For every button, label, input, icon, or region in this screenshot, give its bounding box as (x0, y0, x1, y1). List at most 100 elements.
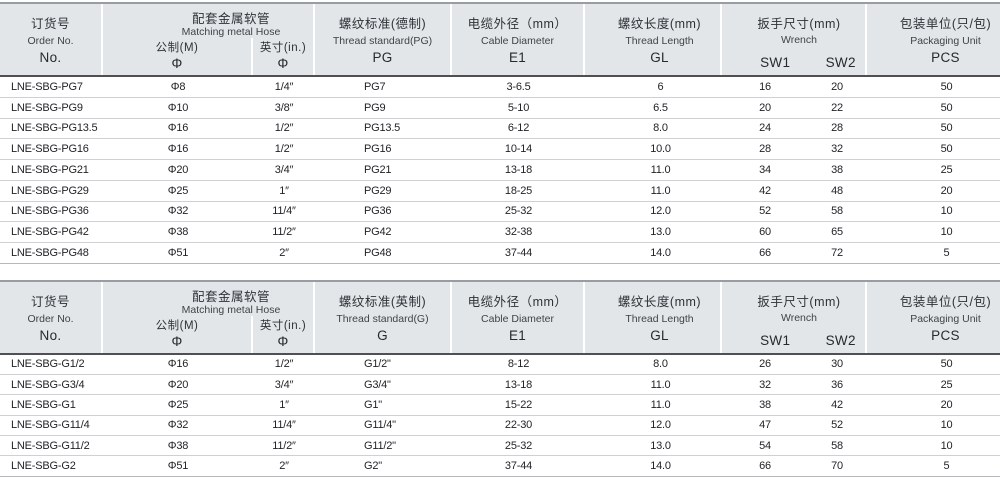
table-cell: 5-10 (507, 101, 530, 114)
table-cell: 10 (940, 439, 953, 452)
table-cell: 6-12 (507, 122, 530, 135)
table-cell: 25 (940, 163, 953, 176)
header-order-zh: 订货号 (30, 294, 70, 309)
table-cell: LNE-SBG-G3/4 (11, 378, 85, 391)
header-thread-en: Thread standard(G) (336, 312, 429, 325)
table-cell: LNE-SBG-PG16 (11, 143, 89, 156)
table-cell: Φ20 (167, 163, 189, 176)
header-cable-zh: 电缆外径（mm） (467, 294, 568, 309)
header-wrench-zh: 扳手尺寸(mm) (757, 294, 841, 309)
header-hose-en: Matching metal Hose (181, 26, 281, 38)
header-hose-metric: 公制(M) Φ (103, 315, 253, 353)
header-hose-group: 配套金属软管 Matching metal Hose 公制(M) Φ 英寸(in… (103, 4, 315, 75)
table-cell: 14.0 (650, 459, 671, 472)
table-cell: 6.5 (653, 101, 668, 114)
table-cell: Φ20 (167, 378, 189, 391)
header-length-zh: 螺纹长度(mm) (617, 17, 702, 31)
pg-table-header: 订货号 Order No. No. 配套金属软管 Matching metal … (0, 2, 1000, 77)
table-cell: PG13.5 (364, 122, 401, 135)
table-cell: 10.0 (650, 143, 671, 156)
table-cell: 10 (940, 419, 953, 432)
table-row: LNE-SBG-PG21 Φ20 3/4″ PG21 13-18 11.0 34 38 25 (0, 160, 1000, 181)
table-cell: Φ25 (167, 184, 189, 197)
table-cell: LNE-SBG-G1/2 (11, 358, 85, 371)
table-cell: LNE-SBG-PG48 (11, 246, 89, 259)
table-cell: 22 (831, 101, 843, 114)
header-hose-inch: 英寸(in.) Φ (253, 316, 313, 353)
table-cell: 11/4″ (272, 205, 296, 218)
table-cell: 5 (943, 459, 950, 472)
header-hose-inch-code: Φ (277, 333, 289, 349)
table-cell: 50 (940, 80, 953, 93)
header-length-en: Thread Length (625, 312, 694, 325)
table-cell: 52 (759, 205, 771, 218)
header-length-code: GL (650, 50, 669, 65)
table-cell: 52 (831, 419, 843, 432)
header-wrench-sw1: SW1 (760, 332, 791, 348)
header-wrench-en: Wrench (781, 311, 817, 324)
header-cable-en: Cable Diameter (481, 312, 554, 325)
header-thread-standard: 螺纹标准(德制) Thread standard(PG) PG (315, 4, 452, 75)
table-cell: LNE-SBG-PG7 (11, 80, 83, 93)
header-hose-inch-zh: 英寸(in.) (259, 42, 307, 54)
table-row: LNE-SBG-PG29 Φ25 1″ PG29 18-25 11.0 42 48 20 (0, 181, 1000, 202)
table-cell: PG29 (364, 184, 392, 197)
table-cell: PG48 (364, 246, 392, 259)
table-cell: Φ16 (167, 358, 189, 371)
table-row: LNE-SBG-PG7 Φ8 1/4″ PG7 3-6.5 6 16 20 50 (0, 77, 1000, 98)
table-cell: LNE-SBG-PG13.5 (11, 122, 98, 135)
header-order-code: No. (39, 50, 62, 65)
table-cell: 24 (759, 122, 771, 135)
table-cell: G2" (364, 459, 382, 472)
header-wrench-group: 扳手尺寸(mm) Wrench SW1 SW2 (722, 4, 867, 75)
table-cell: 60 (759, 226, 771, 239)
table-cell: LNE-SBG-G1 (11, 398, 76, 411)
table-cell: 3/4″ (274, 378, 294, 391)
header-wrench-subrow: SW1 SW2 (733, 46, 865, 75)
table-cell: LNE-SBG-PG42 (11, 226, 89, 239)
table-cell: 72 (831, 246, 843, 259)
header-packaging-unit: 包装单位(只/包) Packaging Unit PCS (867, 4, 1000, 75)
table-cell: LNE-SBG-G2 (11, 459, 76, 472)
header-hose-en: Matching metal Hose (181, 303, 281, 316)
table-cell: 25 (940, 378, 953, 391)
table-cell: 8.0 (653, 122, 668, 135)
table-cell: 11.0 (650, 378, 671, 391)
table-row: LNE-SBG-PG16 Φ16 1/2″ PG16 10-14 10.0 28 32 50 (0, 139, 1000, 160)
table-cell: 18-25 (504, 184, 533, 197)
table-cell: PG36 (364, 205, 392, 218)
header-order-code: No. (39, 327, 62, 343)
table-cell: 15-22 (504, 398, 533, 411)
table-cell: 8.0 (653, 358, 668, 371)
table-cell: 20 (831, 80, 843, 93)
table-row: LNE-SBG-G11/4 Φ32 11/4″ G11/4" 22-30 12.0 47 52… (0, 416, 1000, 436)
table-cell: 32-38 (504, 226, 533, 239)
pg-table-body: LNE-SBG-PG7 Φ8 1/4″ PG7 3-6.5 6 16 20 50 LNE-SBG-… (0, 77, 1000, 264)
table-cell: 13.0 (650, 226, 671, 239)
table-cell: 10 (940, 205, 953, 218)
header-hose-metric-zh: 公制(M) (155, 319, 199, 332)
table-cell: PG21 (364, 163, 392, 176)
header-cable-code: E1 (508, 327, 527, 343)
header-thread-code: PG (372, 50, 393, 65)
g-table-body: LNE-SBG-G1/2 Φ16 1/2″ G1/2" 8-12 8.0 26 30 50 LNE… (0, 355, 1000, 477)
table-cell: Φ16 (167, 143, 189, 156)
table-cell: G3/4" (364, 378, 391, 391)
table-cell: 50 (940, 143, 953, 156)
table-cell: 14.0 (650, 246, 671, 259)
table-cell: 42 (759, 184, 771, 197)
table-cell: PG42 (364, 226, 392, 239)
table-cell: Φ32 (167, 205, 189, 218)
g-thread-table: 订货号 Order No. No. 配套金属软管 Matching metal … (0, 279, 1000, 477)
table-cell: 11/2″ (272, 439, 296, 452)
table-cell: G1" (364, 398, 382, 411)
table-cell: 13-18 (504, 378, 533, 391)
header-thread-code: G (377, 327, 388, 343)
header-order-no: 订货号 Order No. No. (0, 4, 103, 75)
header-thread-en: Thread standard(PG) (332, 35, 433, 47)
table-row: LNE-SBG-G3/4 Φ20 3/4″ G3/4" 13-18 11.0 32 36 25 (0, 375, 1000, 396)
table-cell: 26 (759, 358, 771, 371)
table-cell: 11.0 (650, 398, 671, 411)
table-cell: 34 (759, 163, 771, 176)
